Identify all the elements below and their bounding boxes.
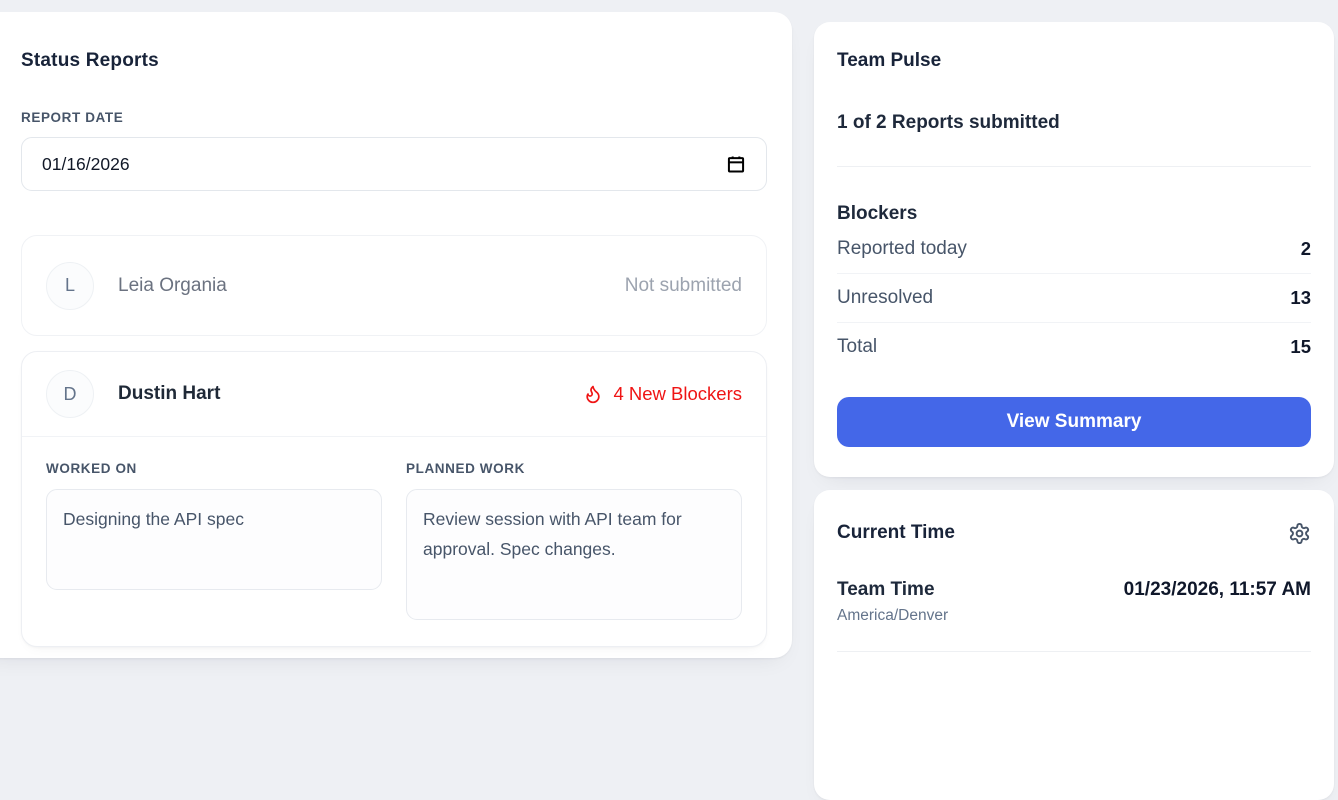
stat-row-unresolved: Unresolved 13 <box>837 274 1311 323</box>
stat-row-reported-today: Reported today 2 <box>837 225 1311 274</box>
current-time-card: Current Time Team Time America/Denver 01… <box>814 490 1334 800</box>
team-pulse-card: Team Pulse 1 of 2 Reports submitted Bloc… <box>814 22 1334 477</box>
stat-label: Reported today <box>837 238 967 259</box>
worked-on-label: WORKED ON <box>46 461 137 476</box>
team-time-value: 01/23/2026, 11:57 AM <box>1123 579 1311 600</box>
team-time-row: Team Time America/Denver 01/23/2026, 11:… <box>837 579 1311 625</box>
report-date-input[interactable]: 01/16/2026 <box>21 137 767 191</box>
gear-icon <box>1288 522 1311 545</box>
flame-icon <box>583 384 603 404</box>
report-date-value: 01/16/2026 <box>42 153 130 174</box>
report-row[interactable]: L Leia Organia Not submitted <box>22 236 766 335</box>
planned-work-textarea[interactable]: Review session with API team for approva… <box>406 489 742 620</box>
calendar-icon[interactable] <box>726 154 746 174</box>
stat-label: Total <box>837 336 878 357</box>
planned-work-section: PLANNED WORK Review session with API tea… <box>406 461 742 620</box>
report-card-dustin: D Dustin Hart 4 New Blockers WORKED ON D… <box>21 351 767 647</box>
team-time-label: Team Time <box>837 579 935 600</box>
stat-label: Unresolved <box>837 287 934 308</box>
stat-row-total: Total 15 <box>837 323 1311 371</box>
blockers-section-title: Blockers <box>837 203 918 224</box>
timezone-name: America/Denver <box>837 607 949 624</box>
report-member-name: Leia Organia <box>118 274 227 296</box>
report-member-name: Dustin Hart <box>118 383 221 404</box>
avatar: L <box>46 261 94 310</box>
current-time-title: Current Time <box>837 522 955 543</box>
time-settings-button[interactable] <box>1288 522 1311 545</box>
stat-value: 2 <box>1300 238 1311 259</box>
divider <box>837 651 1311 652</box>
new-blockers-label: 4 New Blockers <box>613 383 742 404</box>
report-row[interactable]: D Dustin Hart 4 New Blockers <box>22 352 766 437</box>
status-reports-title: Status Reports <box>21 50 159 71</box>
planned-work-label: PLANNED WORK <box>406 461 525 476</box>
report-card-leia: L Leia Organia Not submitted <box>21 235 767 336</box>
status-reports-panel: Status Reports REPORT DATE 01/16/2026 L … <box>0 12 792 658</box>
avatar-initial: D <box>63 383 77 404</box>
team-pulse-title: Team Pulse <box>837 50 942 71</box>
new-blockers-flag[interactable]: 4 New Blockers <box>583 383 742 405</box>
worked-on-textarea[interactable]: Designing the API spec <box>46 489 382 590</box>
avatar-initial: L <box>64 275 75 295</box>
report-date-label: REPORT DATE <box>21 110 124 125</box>
stat-value: 15 <box>1290 336 1311 357</box>
report-status-badge: Not submitted <box>624 274 742 296</box>
divider <box>837 166 1311 167</box>
report-details: WORKED ON Designing the API spec PLANNED… <box>22 437 766 646</box>
worked-on-section: WORKED ON Designing the API spec <box>46 461 382 620</box>
avatar: D <box>46 370 94 418</box>
view-summary-button[interactable]: View Summary <box>837 397 1311 447</box>
stat-value: 13 <box>1290 287 1311 308</box>
reports-submitted-summary: 1 of 2 Reports submitted <box>837 112 1060 133</box>
dashboard: Status Reports REPORT DATE 01/16/2026 L … <box>0 12 1334 800</box>
